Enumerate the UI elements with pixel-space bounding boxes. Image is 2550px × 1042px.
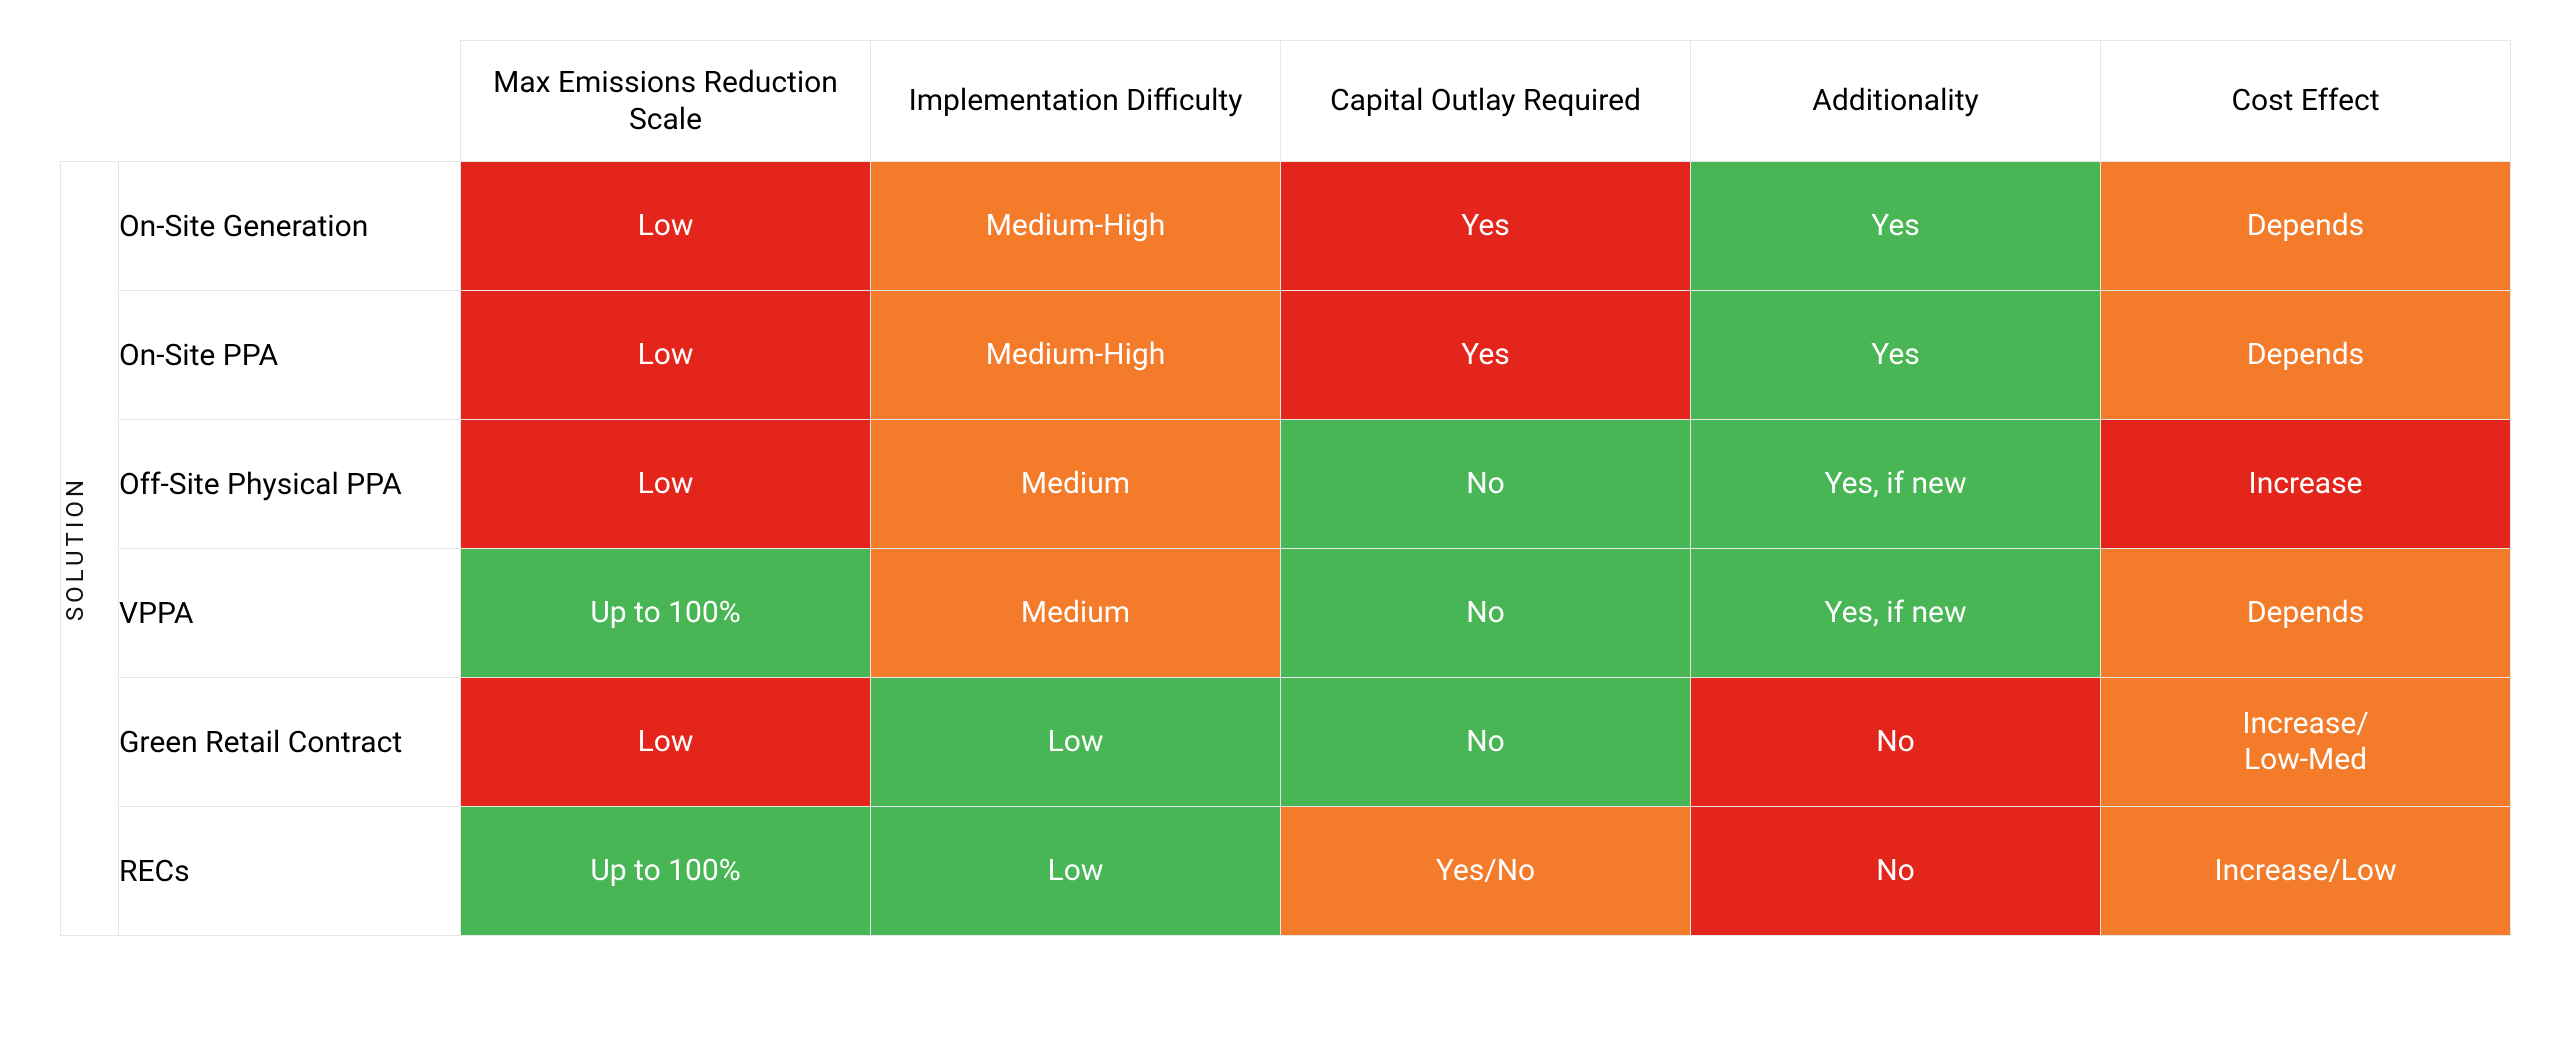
table-row: On-Site PPA Low Medium-High Yes Yes Depe… — [61, 291, 2511, 420]
cell-4-4: Increase/ Low-Med — [2101, 678, 2511, 807]
table-row: RECs Up to 100% Low Yes/No No Increase/L… — [61, 807, 2511, 936]
cell-4-2: No — [1281, 678, 1691, 807]
cell-4-0: Low — [461, 678, 871, 807]
cell-0-3: Yes — [1691, 162, 2101, 291]
cell-1-3: Yes — [1691, 291, 2101, 420]
cell-1-0: Low — [461, 291, 871, 420]
cell-5-1: Low — [871, 807, 1281, 936]
row-header-3: VPPA — [119, 549, 461, 678]
table-row: Off-Site Physical PPA Low Medium No Yes,… — [61, 420, 2511, 549]
cell-2-0: Low — [461, 420, 871, 549]
row-header-5: RECs — [119, 807, 461, 936]
cell-0-1: Medium-High — [871, 162, 1281, 291]
cell-1-4: Depends — [2101, 291, 2511, 420]
table-row: Green Retail Contract Low Low No No Incr… — [61, 678, 2511, 807]
row-header-0: On-Site Generation — [119, 162, 461, 291]
col-header-4: Cost Effect — [2101, 41, 2511, 162]
cell-2-3: Yes, if new — [1691, 420, 2101, 549]
table-body: SOLUTION On-Site Generation Low Medium-H… — [61, 162, 2511, 936]
cell-1-1: Medium-High — [871, 291, 1281, 420]
row-header-1: On-Site PPA — [119, 291, 461, 420]
row-group-label: SOLUTION — [61, 476, 89, 621]
row-header-2: Off-Site Physical PPA — [119, 420, 461, 549]
cell-3-1: Medium — [871, 549, 1281, 678]
cell-5-0: Up to 100% — [461, 807, 871, 936]
cell-3-2: No — [1281, 549, 1691, 678]
col-header-3: Additionality — [1691, 41, 2101, 162]
cell-2-2: No — [1281, 420, 1691, 549]
cell-5-2: Yes/No — [1281, 807, 1691, 936]
cell-0-2: Yes — [1281, 162, 1691, 291]
table-row: VPPA Up to 100% Medium No Yes, if new De… — [61, 549, 2511, 678]
cell-0-4: Depends — [2101, 162, 2511, 291]
cell-4-3: No — [1691, 678, 2101, 807]
cell-2-1: Medium — [871, 420, 1281, 549]
header-row: Max Emissions Reduction Scale Implementa… — [61, 41, 2511, 162]
cell-0-0: Low — [461, 162, 871, 291]
row-header-4: Green Retail Contract — [119, 678, 461, 807]
solutions-comparison-table: Max Emissions Reduction Scale Implementa… — [60, 40, 2511, 936]
cell-3-3: Yes, if new — [1691, 549, 2101, 678]
cell-5-3: No — [1691, 807, 2101, 936]
cell-4-1: Low — [871, 678, 1281, 807]
col-header-0: Max Emissions Reduction Scale — [461, 41, 871, 162]
cell-5-4: Increase/Low — [2101, 807, 2511, 936]
row-group-label-cell: SOLUTION — [61, 162, 119, 936]
header-blank — [61, 41, 461, 162]
cell-1-2: Yes — [1281, 291, 1691, 420]
cell-3-0: Up to 100% — [461, 549, 871, 678]
cell-2-4: Increase — [2101, 420, 2511, 549]
table-row: SOLUTION On-Site Generation Low Medium-H… — [61, 162, 2511, 291]
col-header-2: Capital Outlay Required — [1281, 41, 1691, 162]
col-header-1: Implementation Difficulty — [871, 41, 1281, 162]
cell-3-4: Depends — [2101, 549, 2511, 678]
